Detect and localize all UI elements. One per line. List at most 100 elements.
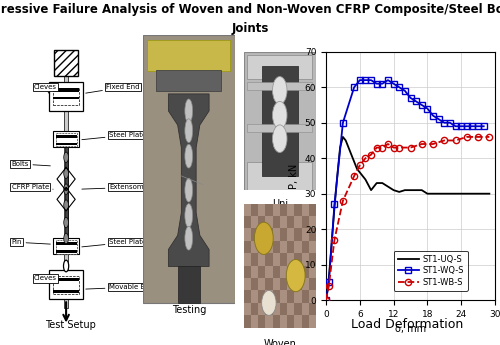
Bar bbox=[156, 70, 221, 91]
Bar bbox=[265, 241, 272, 253]
Bar bbox=[258, 241, 265, 253]
Line: ST1-WB-S: ST1-WB-S bbox=[323, 134, 492, 303]
Text: Cleves: Cleves bbox=[34, 84, 56, 93]
Bar bbox=[294, 253, 302, 266]
Circle shape bbox=[64, 233, 68, 244]
ST1-WQ-S bbox=[475, 124, 481, 128]
Bar bbox=[56, 242, 76, 245]
ST1-WQ-S bbox=[396, 85, 402, 89]
Bar bbox=[272, 266, 280, 278]
ST1-WB-S bbox=[452, 138, 458, 142]
Bar bbox=[280, 303, 287, 315]
ST1-UQ-S bbox=[342, 138, 348, 142]
Bar bbox=[287, 253, 294, 266]
Bar bbox=[309, 253, 316, 266]
Text: Load Deformation: Load Deformation bbox=[352, 318, 464, 331]
Bar bbox=[244, 315, 251, 328]
ST1-WQ-S bbox=[447, 121, 453, 125]
Bar bbox=[56, 240, 76, 254]
Bar bbox=[287, 241, 294, 253]
Circle shape bbox=[185, 178, 192, 202]
Bar bbox=[287, 228, 294, 241]
ST1-UQ-S bbox=[337, 146, 343, 150]
Bar bbox=[302, 204, 309, 216]
Bar bbox=[258, 216, 265, 228]
ST1-WQ-S bbox=[385, 78, 391, 82]
Bar bbox=[302, 216, 309, 228]
Bar bbox=[309, 216, 316, 228]
Bar bbox=[280, 290, 287, 303]
ST1-WQ-S bbox=[323, 298, 329, 302]
Circle shape bbox=[185, 226, 192, 250]
Circle shape bbox=[262, 290, 276, 315]
ST1-WQ-S bbox=[419, 103, 425, 107]
Bar bbox=[309, 278, 316, 290]
Bar bbox=[309, 290, 316, 303]
Bar bbox=[251, 290, 258, 303]
Bar bbox=[247, 82, 312, 90]
Text: Pin: Pin bbox=[12, 239, 51, 245]
Text: UQ-S: UQ-S bbox=[268, 213, 292, 223]
Bar bbox=[309, 315, 316, 328]
Bar bbox=[56, 133, 76, 146]
Line: ST1-UQ-S: ST1-UQ-S bbox=[326, 137, 490, 300]
ST1-UQ-S bbox=[430, 191, 436, 196]
ST1-WQ-S bbox=[332, 202, 338, 206]
Bar bbox=[287, 303, 294, 315]
Bar bbox=[258, 204, 265, 216]
Bar bbox=[251, 303, 258, 315]
ST1-WQ-S bbox=[413, 99, 419, 104]
Bar bbox=[265, 216, 272, 228]
Bar bbox=[294, 303, 302, 315]
Bar bbox=[258, 253, 265, 266]
Bar bbox=[147, 40, 230, 71]
ST1-WB-S bbox=[390, 146, 396, 150]
Bar bbox=[302, 266, 309, 278]
Bar bbox=[53, 88, 79, 92]
Bar bbox=[272, 290, 280, 303]
Bar bbox=[272, 228, 280, 241]
ST1-UQ-S bbox=[447, 191, 453, 196]
Bar bbox=[287, 290, 294, 303]
ST1-UQ-S bbox=[413, 188, 419, 192]
Bar bbox=[302, 241, 309, 253]
Text: Testing: Testing bbox=[172, 305, 206, 315]
Bar bbox=[251, 216, 258, 228]
Bar bbox=[294, 216, 302, 228]
Bar bbox=[280, 315, 287, 328]
Bar bbox=[280, 241, 287, 253]
Circle shape bbox=[64, 217, 68, 228]
Bar bbox=[244, 216, 251, 228]
ST1-UQ-S bbox=[362, 177, 368, 181]
Bar bbox=[302, 253, 309, 266]
Bar bbox=[294, 241, 302, 253]
Bar bbox=[247, 55, 312, 79]
Bar bbox=[251, 241, 258, 253]
Text: Progressive Failure Analysis of Woven and Non-Woven CFRP Composite/Steel Bolted: Progressive Failure Analysis of Woven an… bbox=[0, 3, 500, 17]
Text: Cleves: Cleves bbox=[34, 276, 56, 282]
Bar bbox=[287, 204, 294, 216]
Bar bbox=[272, 278, 280, 290]
Circle shape bbox=[272, 101, 287, 129]
Bar bbox=[258, 303, 265, 315]
ST1-WB-S bbox=[419, 142, 425, 146]
Bar bbox=[272, 216, 280, 228]
ST1-WB-S bbox=[385, 142, 391, 146]
Circle shape bbox=[185, 204, 192, 227]
Circle shape bbox=[64, 260, 68, 272]
Bar bbox=[244, 278, 251, 290]
ST1-UQ-S bbox=[470, 191, 476, 196]
Bar bbox=[287, 278, 294, 290]
Bar bbox=[244, 253, 251, 266]
ST1-WB-S bbox=[430, 142, 436, 146]
Text: Test Setup: Test Setup bbox=[44, 320, 96, 330]
Text: Fixed End: Fixed End bbox=[86, 84, 140, 93]
Bar bbox=[251, 253, 258, 266]
Text: Extensometers: Extensometers bbox=[82, 184, 162, 190]
Bar bbox=[280, 216, 287, 228]
Bar bbox=[302, 290, 309, 303]
ST1-WQ-S bbox=[380, 82, 386, 86]
Y-axis label: P, kN: P, kN bbox=[289, 163, 299, 189]
ST1-UQ-S bbox=[326, 270, 332, 274]
Bar bbox=[302, 228, 309, 241]
